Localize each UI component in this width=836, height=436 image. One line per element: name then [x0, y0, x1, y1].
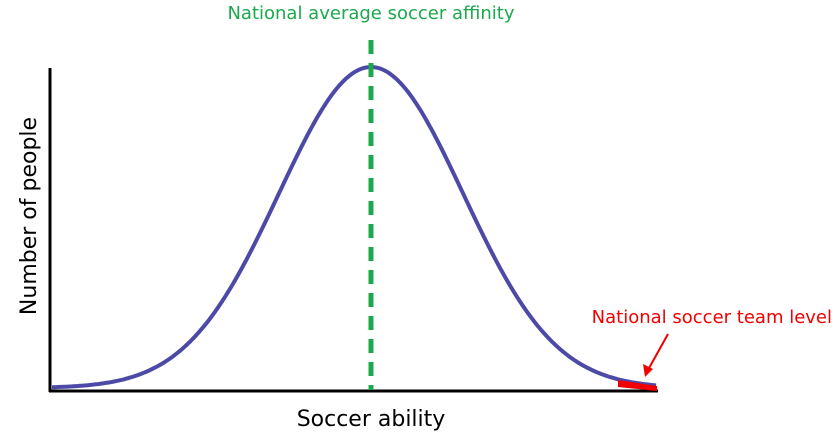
arrow-shaft — [647, 333, 669, 371]
bell-curve — [52, 65, 657, 390]
mean-label: National average soccer affinity — [227, 3, 514, 24]
x-axis-label: Soccer ability — [297, 407, 446, 432]
y-axis-label: Number of people — [17, 117, 42, 315]
arrow-head — [643, 364, 653, 377]
team-level-mark — [618, 380, 657, 391]
team-label: National soccer team level — [592, 307, 832, 328]
